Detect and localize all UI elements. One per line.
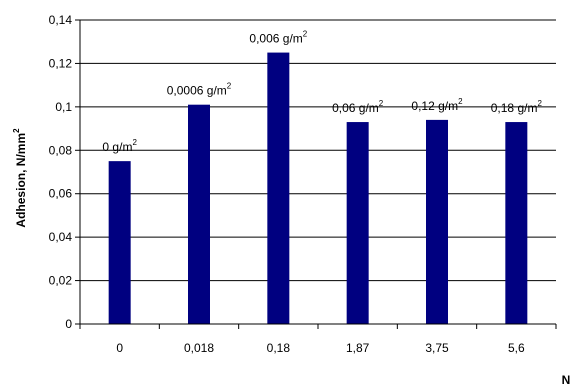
- bar-value-label: 0,006 g/m2: [249, 30, 307, 46]
- bar: [346, 122, 369, 324]
- x-tick-label: 3,75: [425, 341, 449, 355]
- gridlines: [80, 19, 556, 282]
- bar: [505, 122, 528, 324]
- y-tick-label: 0: [65, 317, 72, 331]
- bar: [426, 119, 448, 324]
- bar: [267, 52, 290, 324]
- y-axis-title: Adhesion, N/mm2: [12, 128, 28, 228]
- y-tick-label: 0,02: [49, 274, 73, 288]
- y-tick-labels: 0 0,02 0,04 0,06 0,08 0,1 0,12 0,14: [49, 13, 73, 331]
- y-tick-label: 0,04: [49, 230, 73, 244]
- bar-value-labels: 0 g/m2 0,0006 g/m2 0,006 g/m2 0,06 g/m2 0,12…: [102, 30, 542, 155]
- y-tick-label: 0,14: [49, 13, 73, 27]
- x-tick-label: 0,018: [184, 341, 214, 355]
- y-tick-label: 0,08: [49, 143, 73, 157]
- x-axis-title: N: [562, 373, 571, 387]
- bar-value-label: 0,06 g/m2: [332, 99, 384, 115]
- bar-value-label: 0,18 g/m2: [491, 99, 543, 115]
- bar-value-label: 0,12 g/m2: [411, 97, 463, 113]
- axes: [75, 19, 557, 329]
- x-tick-labels: 0 0,018 0,18 1,87 3,75 5,6: [116, 341, 525, 355]
- y-tick-label: 0,1: [55, 100, 72, 114]
- y-tick-label: 0,06: [49, 187, 73, 201]
- x-tick-label: 0,18: [267, 341, 291, 355]
- x-tick-label: 0: [116, 341, 123, 355]
- bar-value-label: 0 g/m2: [102, 138, 137, 154]
- bar-value-label: 0,0006 g/m2: [167, 82, 232, 98]
- x-tick-label: 5,6: [508, 341, 525, 355]
- bar: [108, 161, 131, 324]
- x-tick-label: 1,87: [346, 341, 370, 355]
- y-tick-label: 0,12: [49, 56, 73, 70]
- bars: [108, 52, 528, 324]
- bar: [188, 104, 210, 324]
